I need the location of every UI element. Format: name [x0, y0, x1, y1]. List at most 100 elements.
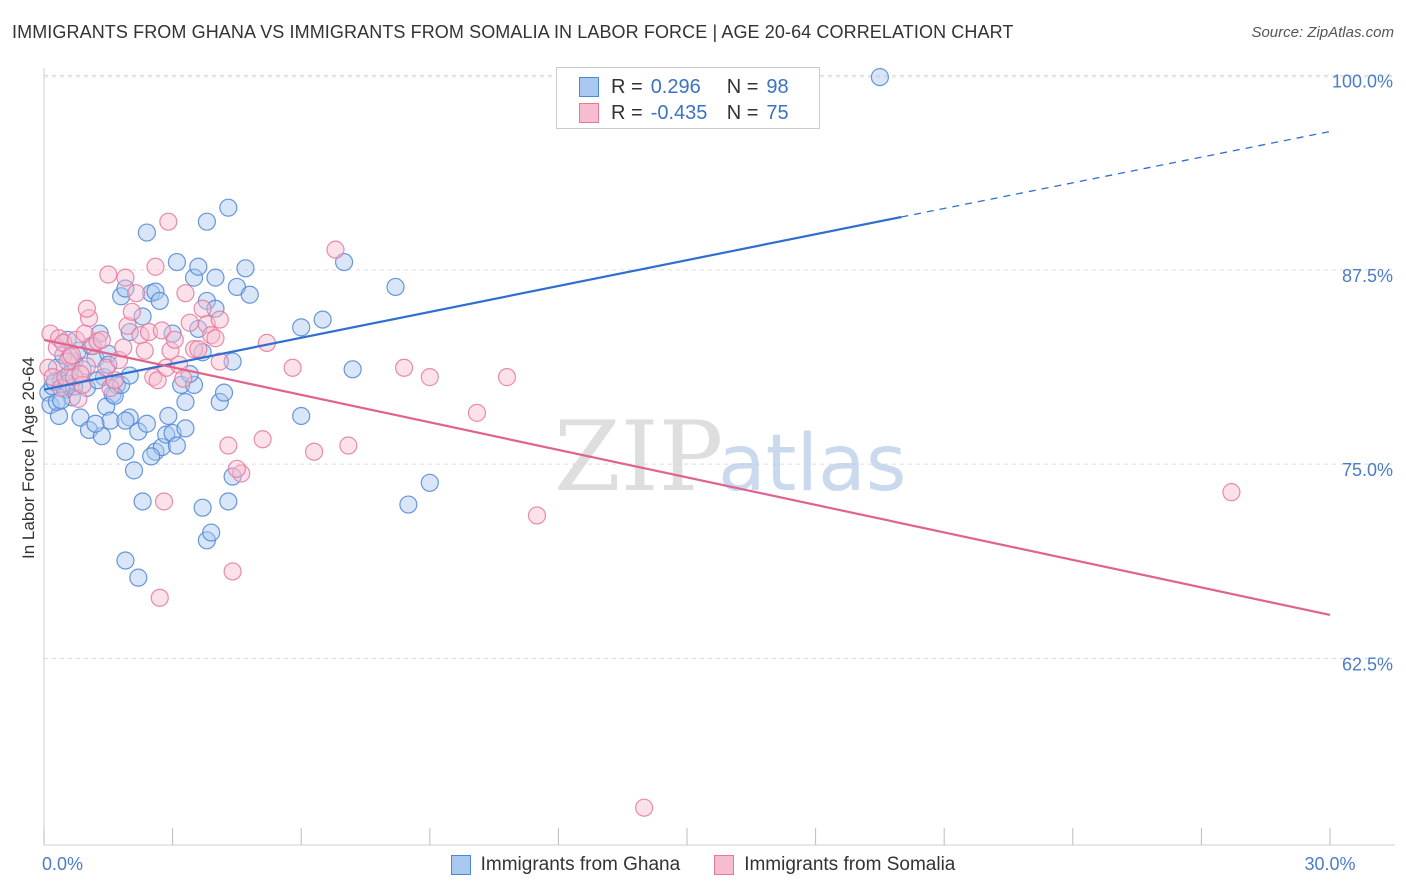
ghana-point	[150, 291, 169, 311]
somalia-point	[116, 268, 135, 287]
somalia-point	[39, 358, 58, 377]
legend-n-label: N =	[726, 101, 759, 124]
ghana-point	[386, 277, 405, 297]
legend-n-value: 98	[766, 75, 789, 98]
axes	[43, 68, 1395, 846]
ghana-point	[202, 523, 221, 542]
somalia-point	[180, 313, 199, 332]
chart-source: Source: ZipAtlas.com	[1251, 24, 1394, 41]
somalia-point	[135, 341, 154, 360]
ghana-point	[176, 419, 195, 438]
ghana-point	[210, 392, 229, 412]
somalia-point	[394, 358, 414, 377]
somalia-point	[635, 798, 654, 817]
ghana-point	[184, 268, 204, 287]
x-tick-label: 0.0%	[42, 854, 83, 874]
ghana-point	[137, 414, 156, 433]
somalia-point	[77, 299, 96, 318]
ghana-point	[120, 366, 139, 385]
somalia-point	[527, 506, 547, 525]
somalia-point	[118, 316, 137, 335]
ghana-point	[193, 498, 212, 517]
ghana-point	[129, 568, 148, 587]
somalia-point	[420, 368, 439, 387]
somalia-point	[193, 299, 212, 318]
somalia-point	[122, 302, 141, 321]
ghana-point	[133, 307, 152, 326]
series-legend: Immigrants from Ghana Immigrants from So…	[0, 852, 1406, 878]
y-tick-label: 75.0%	[1342, 460, 1393, 480]
x-tick-label: 30.0%	[1304, 854, 1355, 874]
ghana-point	[167, 436, 186, 455]
somalia-swatch	[579, 103, 599, 123]
ghana-point	[870, 67, 890, 87]
y-tick-label: 62.5%	[1342, 654, 1393, 674]
legend-n-label: N =	[726, 75, 759, 98]
somalia-point	[223, 562, 242, 581]
legend-r-label: R =	[611, 101, 643, 124]
somalia-point	[69, 389, 88, 408]
legend-label-somalia: Immigrants from Somalia	[744, 854, 956, 875]
ghana-trend-extension	[901, 130, 1331, 218]
somalia-point	[148, 371, 167, 390]
legend-item-ghana[interactable]: Immigrants from Ghana	[450, 854, 681, 876]
ghana-point	[99, 355, 118, 374]
tick-labels: 62.5% 75.0% 87.5% 100.0% 0.0% 30.0%	[42, 72, 1393, 874]
ghana-point	[116, 411, 135, 430]
correlation-legend: R = 0.296 N = 98 R = -0.435 N = 75	[556, 67, 820, 129]
watermark: ZIP atlas	[554, 401, 907, 513]
somalia-point	[227, 459, 246, 478]
ghana-point	[214, 383, 234, 402]
ghana-point	[86, 414, 105, 433]
ghana-point	[116, 442, 135, 461]
somalia-point	[253, 430, 272, 449]
somalia-point	[127, 284, 146, 303]
ghana-point	[159, 406, 178, 426]
somalia-point	[219, 436, 238, 455]
somalia-point	[1222, 483, 1241, 502]
somalia-point	[283, 358, 302, 377]
somalia-point	[92, 330, 111, 349]
ghana-point	[184, 375, 204, 394]
legend-label-ghana: Immigrants from Ghana	[480, 854, 681, 875]
watermark-zip: ZIP	[554, 401, 723, 513]
ghana-point	[124, 461, 144, 480]
somalia-point	[154, 492, 174, 511]
grid-lines	[44, 75, 1395, 659]
y-axis-label: In Labor Force | Age 20-64	[19, 357, 38, 559]
chart-title: IMMIGRANTS FROM GHANA VS IMMIGRANTS FROM…	[12, 22, 1014, 42]
legend-item-somalia[interactable]: Immigrants from Somalia	[714, 854, 955, 876]
data-points	[39, 67, 1241, 817]
somalia-point	[206, 329, 225, 348]
somalia-point	[176, 284, 195, 303]
ghana-point	[219, 492, 238, 511]
ghana-point	[101, 411, 120, 430]
ghana-point	[142, 447, 161, 466]
somalia-point	[165, 330, 184, 349]
ghana-point	[292, 318, 311, 337]
somalia-point	[146, 257, 165, 276]
legend-row-somalia: R = -0.435 N = 75	[579, 100, 789, 126]
legend-r-value: -0.435	[650, 101, 708, 124]
ghana-point	[236, 259, 255, 278]
ghana-point	[167, 252, 186, 272]
ghana-point	[189, 257, 208, 276]
somalia-point	[159, 212, 178, 231]
ghana-point	[313, 310, 332, 329]
ghana-point	[116, 279, 135, 298]
ghana-point	[219, 198, 238, 217]
ghana-point	[240, 285, 259, 304]
somalia-point	[152, 321, 171, 340]
somalia-point	[114, 338, 133, 357]
somalia-point	[210, 310, 229, 329]
ghana-point	[223, 352, 242, 371]
ghana-point	[343, 360, 362, 379]
y-tick-label: 87.5%	[1342, 266, 1393, 286]
legend-r-label: R =	[611, 75, 643, 98]
ghana-point	[146, 282, 165, 301]
ghana-point	[399, 495, 418, 514]
somalia-point	[467, 403, 487, 422]
legend-row-ghana: R = 0.296 N = 98	[579, 74, 789, 100]
y-tick-label: 100.0%	[1332, 72, 1393, 92]
